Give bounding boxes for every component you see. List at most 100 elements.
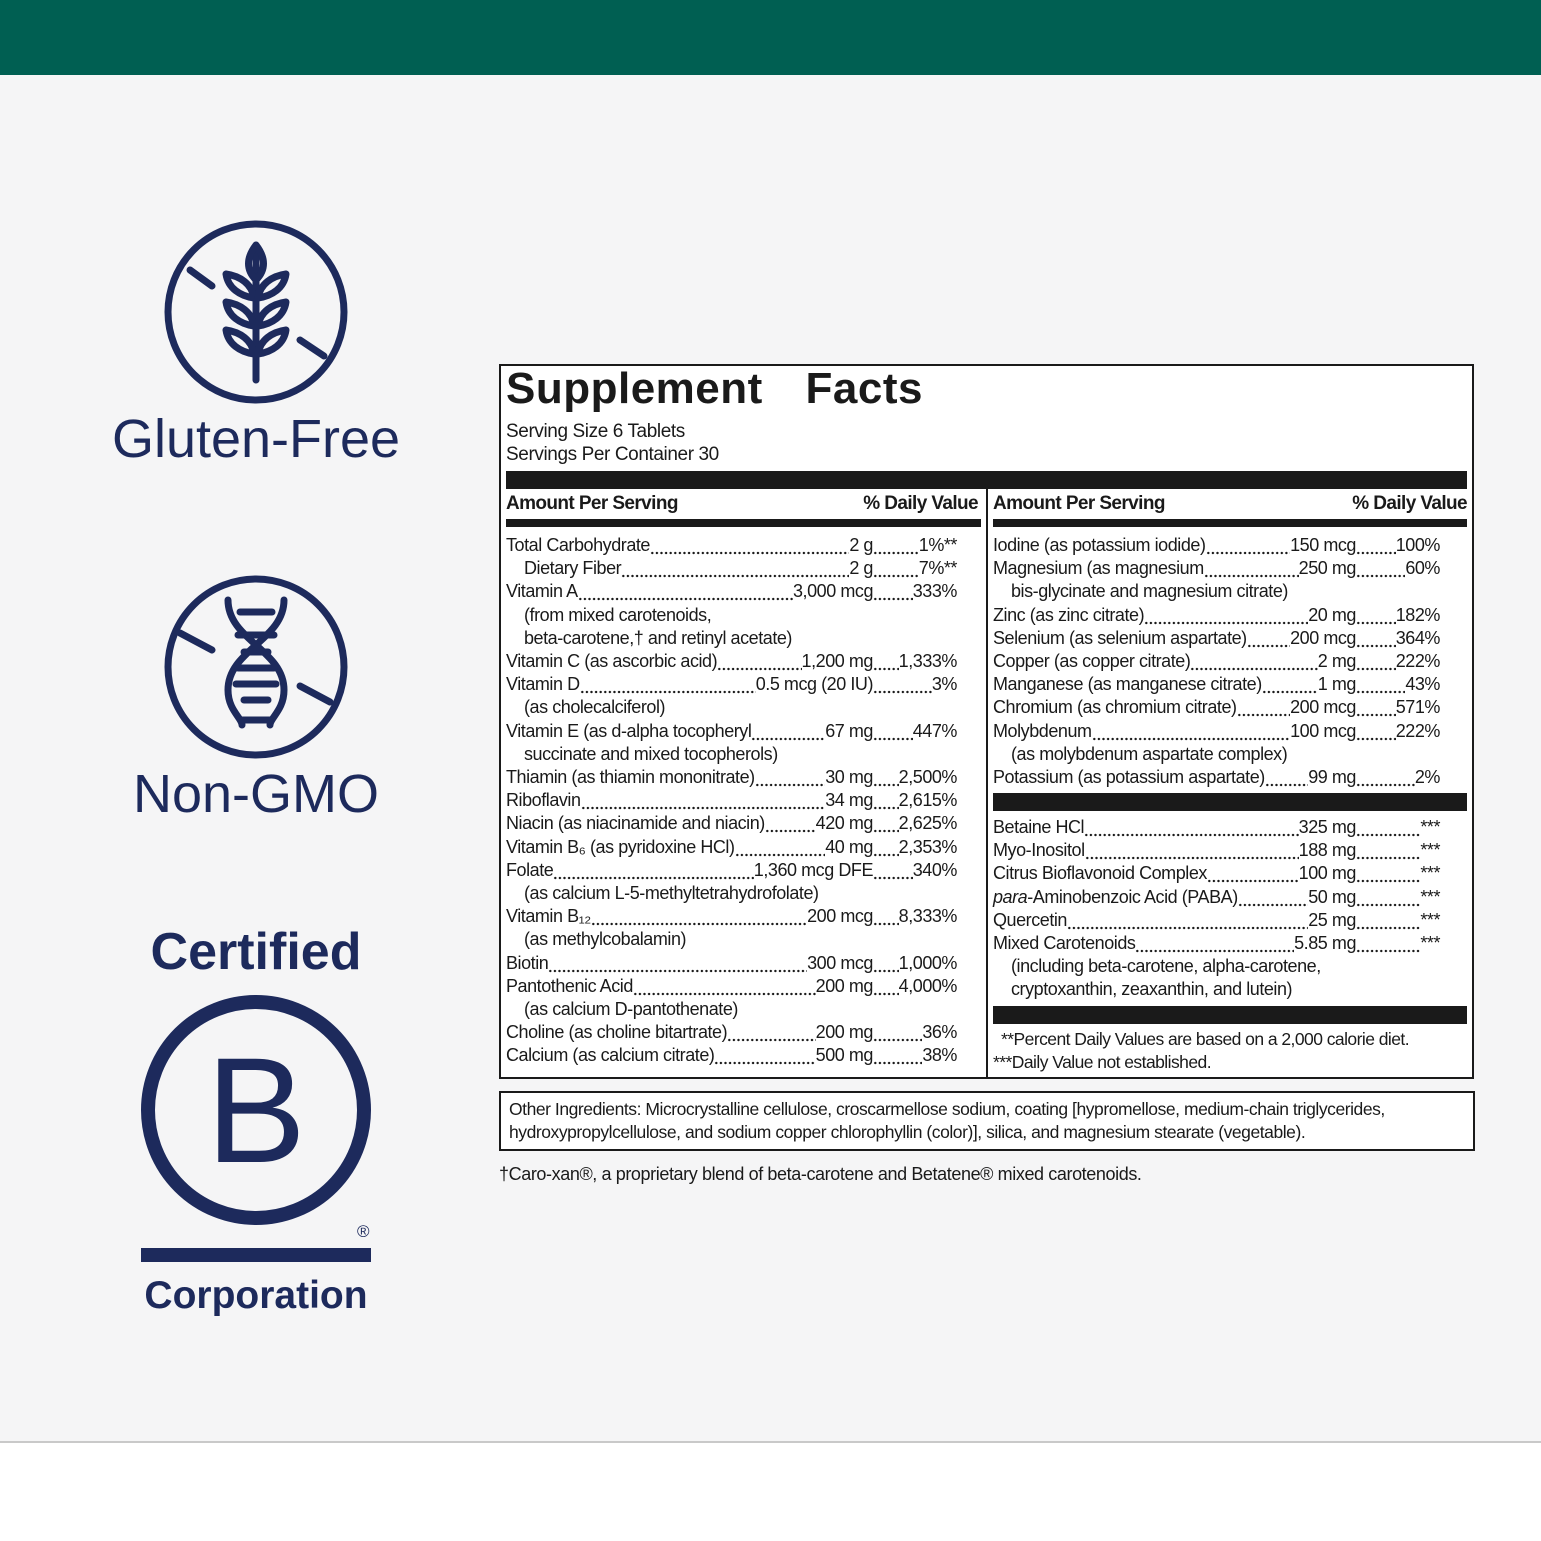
leader-dots <box>873 719 913 743</box>
dv-cell: 4,000% <box>873 974 957 999</box>
daily-value: 447% <box>912 720 958 741</box>
leader-dots <box>590 905 808 929</box>
gluten-free-label: Gluten-Free <box>111 409 401 469</box>
daily-value: 1%** <box>918 535 958 555</box>
nutrient-name: Molybdenum <box>993 720 1092 741</box>
leader-dots <box>1067 908 1309 933</box>
dv-cell: 182% <box>1356 603 1440 627</box>
amount: 200 mcg <box>807 906 873 927</box>
nutrient-note: (as molybdenum aspartate complex) <box>1011 743 1288 764</box>
leader-dots <box>751 719 826 743</box>
nutrient-name: Calcium (as calcium citrate) <box>506 1045 715 1066</box>
amount: 325 mg <box>1298 817 1357 837</box>
leader-dots <box>1356 816 1421 840</box>
nutrient-name-wrap: Vitamin C (as ascorbic acid) <box>506 650 718 673</box>
nutrient-name-wrap: Vitamin D <box>506 673 580 696</box>
nutrient-name-wrap: Quercetin <box>993 909 1067 932</box>
dv-cell: 7%** <box>873 557 957 581</box>
leader-dots <box>1356 626 1396 651</box>
leader-dots <box>734 835 826 859</box>
daily-value: 8,333% <box>898 906 958 927</box>
leader-dots <box>754 766 826 790</box>
daily-value: 1,333% <box>898 651 958 672</box>
nutrient-name-wrap: Magnesium (as magnesium <box>993 557 1204 580</box>
nutrient-name: Betaine HCl <box>993 817 1085 837</box>
left-column: Total Carbohydrate 2 g 1%** Dietary Fiber 2 … <box>506 534 957 1068</box>
nutrient-note: (from mixed carotenoids, <box>524 604 712 625</box>
nutrient-name-wrap: Calcium (as calcium citrate) <box>506 1044 715 1067</box>
servings-per-container: Servings Per Container 30 <box>506 444 719 465</box>
leader-dots <box>873 835 899 859</box>
nutrient-name: Quercetin <box>993 909 1067 930</box>
nutrient-row: Pantothenic Acid 200 mg 4,000% <box>506 974 957 999</box>
leader-dots <box>1356 557 1406 581</box>
leader-dots <box>1091 719 1291 743</box>
serving-size: Serving Size 6 Tablets <box>506 421 685 442</box>
leader-dots <box>764 812 816 836</box>
amount: 1,200 mg <box>801 651 874 672</box>
dv-cell: *** <box>1356 908 1440 933</box>
nutrient-name: Riboflavin <box>506 790 581 811</box>
supplement-facts: Supplement Facts Serving Size 6 Tablets … <box>499 364 1474 1079</box>
dv-cell: 2,500% <box>873 766 957 790</box>
dv-cell: *** <box>1356 932 1440 956</box>
nutrient-name-wrap: Riboflavin <box>506 789 581 812</box>
leader-dots <box>873 1044 923 1068</box>
leader-dots <box>1236 696 1291 720</box>
nutrient-row: Mixed Carotenoids 5.85 mg *** <box>993 932 1440 956</box>
nutrient-name: Myo-Inositol <box>993 840 1085 861</box>
daily-value: 571% <box>1395 697 1441 718</box>
daily-value: 38% <box>922 1045 957 1066</box>
leader-dots <box>1190 650 1318 674</box>
amount: 500 mg <box>815 1045 874 1066</box>
daily-value: *** <box>1420 863 1440 884</box>
leader-dots <box>1356 885 1421 909</box>
daily-value: 333% <box>912 581 958 602</box>
nutrient-name: Copper (as copper citrate) <box>993 651 1191 672</box>
nutrient-name-wrap: Selenium (as selenium aspartate) <box>993 627 1247 650</box>
nutrient-note: succinate and mixed tocopherols) <box>524 743 778 764</box>
badge-icons <box>141 220 371 1262</box>
dv-cell: *** <box>1356 839 1440 863</box>
nutrient-row: Vitamin B₆ (as pyridoxine HCl) 40 mg 2,353… <box>506 835 957 859</box>
leader-dots <box>1356 696 1396 720</box>
footnotes: **Percent Daily Values are based on a 2,… <box>993 1028 1469 1074</box>
leader-dots <box>727 1021 816 1045</box>
nutrient-name: Niacin (as niacinamide and niacin) <box>506 813 765 834</box>
leader-dots <box>873 858 913 883</box>
leader-dots <box>873 673 932 697</box>
daily-value: *** <box>1420 840 1440 861</box>
nutrient-row: Vitamin A 3,000 mcg 333% <box>506 580 958 604</box>
facts-title: Supplement Facts <box>506 364 923 413</box>
nutrient-row: Copper (as copper citrate) 2 mg 222% <box>993 650 1441 674</box>
amount: 188 mg <box>1298 840 1357 861</box>
amount: 34 mg <box>825 790 873 811</box>
dv-cell: 3% <box>873 673 957 697</box>
nutrient-row: para-Aminobenzoic Acid (PABA) 50 mg *** <box>993 885 1440 909</box>
leader-dots <box>1084 839 1299 863</box>
dv-cell: 36% <box>873 1021 957 1045</box>
dv-cell: 2,353% <box>873 835 957 859</box>
b-logo: B <box>205 1026 307 1194</box>
amount: 100 mcg <box>1290 720 1356 741</box>
nutrient-row: Citrus Bioflavonoid Complex 100 mg *** <box>993 862 1440 886</box>
nutrient-name-wrap: Total Carbohydrate <box>506 534 650 557</box>
other-ingredients: Other Ingredients: Microcrystalline cell… <box>499 1091 1475 1151</box>
leader-dots <box>1261 673 1318 697</box>
leader-dots <box>1356 908 1421 933</box>
leader-dots <box>553 858 754 883</box>
leader-dots <box>1135 932 1295 956</box>
daily-value: 222% <box>1395 651 1441 672</box>
column-header: Amount Per Serving % Daily Value <box>993 493 1468 515</box>
nutrient-row: Vitamin D 0.5 mcg (20 IU) 3% <box>506 673 957 697</box>
nutrient-row: Iodine (as potassium iodide) 150 mcg 100% <box>993 534 1440 558</box>
nutrient-name-wrap: Choline (as choline bitartrate) <box>506 1021 728 1044</box>
amount: 420 mg <box>815 813 874 834</box>
leader-dots <box>873 534 919 558</box>
nutrient-name: Biotin <box>506 952 549 973</box>
dv-cell: 222% <box>1356 719 1440 743</box>
leader-dots <box>873 557 919 581</box>
amount: 1,360 mcg DFE <box>753 859 874 880</box>
nutrient-name-wrap: Chromium (as chromium citrate) <box>993 696 1237 719</box>
daily-value: *** <box>1420 817 1440 837</box>
